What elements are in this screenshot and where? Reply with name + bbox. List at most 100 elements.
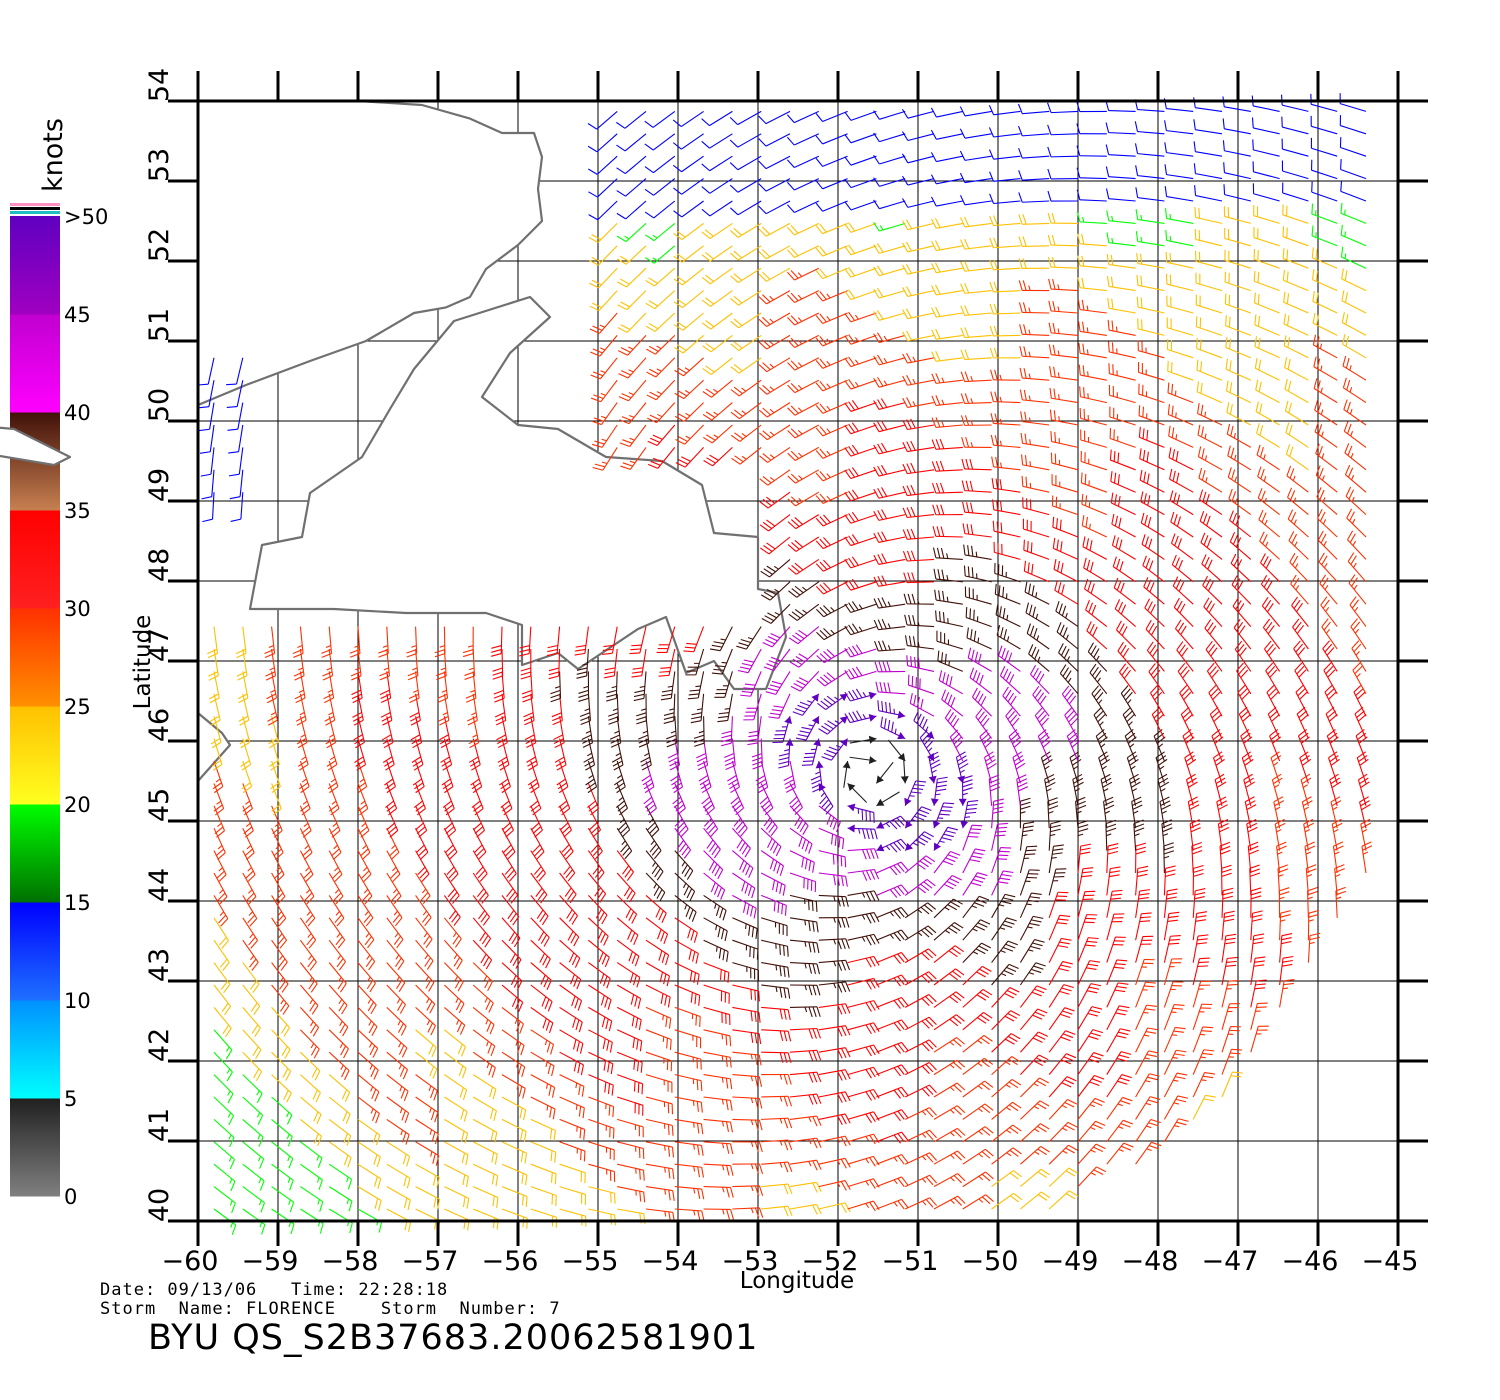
- wind-barb: [1029, 664, 1050, 695]
- wind-barb: [844, 444, 877, 457]
- wind-barb: [730, 424, 762, 442]
- wind-barb: [1112, 556, 1136, 583]
- wind-barb: [409, 693, 421, 726]
- wind-barb: [962, 965, 992, 986]
- wind-barb: [1079, 386, 1107, 404]
- wind-barb: [1325, 706, 1338, 739]
- wind-barb: [1083, 557, 1108, 583]
- wind-barb: [730, 245, 762, 261]
- axis-labels: −60 −59 −58 −57 −56 −55 −54 −53 −52 −51 −50 −49 −48−…: [130, 68, 1418, 1294]
- wind-barb: [818, 1135, 851, 1147]
- wind-barb: [1264, 640, 1281, 672]
- wind-barb: [962, 942, 992, 963]
- wind-barb: [501, 939, 522, 969]
- wind-barb: [588, 1118, 615, 1139]
- wind-barb: [1225, 358, 1252, 381]
- wind-barb: [1311, 181, 1338, 202]
- wind-barb: [1187, 796, 1200, 829]
- colorbar-tick-label: 45: [64, 303, 91, 327]
- wind-barb: [816, 648, 848, 664]
- wind-barb: [645, 1096, 674, 1115]
- wind-barb: [759, 469, 791, 486]
- wind-barb: [844, 623, 877, 636]
- wind-barb: [415, 1118, 439, 1145]
- wind-barb: [444, 1051, 467, 1079]
- wind-barb: [730, 783, 745, 816]
- wind-barb: [1281, 138, 1309, 157]
- wind-barb: [616, 917, 639, 946]
- wind-barb: [727, 760, 740, 794]
- wind-barb: [1224, 293, 1251, 314]
- wind-barb: [904, 806, 932, 829]
- wind-barb: [844, 556, 877, 569]
- wind-barb: [674, 1006, 701, 1027]
- wind-barb: [847, 803, 875, 823]
- colorbar-tick-label: 0: [64, 1185, 77, 1209]
- wind-barb: [761, 1205, 793, 1217]
- wind-barb: [1110, 492, 1136, 516]
- wind-barb: [1023, 539, 1050, 560]
- wind-barb: [1197, 424, 1223, 448]
- wind-barb: [602, 626, 618, 655]
- wind-barb: [760, 805, 778, 837]
- wind-barb: [1189, 819, 1201, 851]
- wind-barb: [645, 1141, 675, 1158]
- wind-barb: [933, 968, 965, 986]
- wind-barb: [1208, 684, 1223, 717]
- wind-barb: [293, 648, 305, 681]
- wind-barb: [527, 760, 540, 794]
- wind-barb: [1020, 1191, 1051, 1210]
- wind-barb: [875, 761, 894, 784]
- wind-barb: [902, 352, 935, 364]
- wind-barb: [1106, 1142, 1134, 1165]
- wind-barb: [242, 962, 260, 993]
- wind-barb: [873, 618, 906, 631]
- wind-barb: [1229, 532, 1252, 560]
- wind-barb: [932, 526, 963, 538]
- wind-barb: [1048, 844, 1064, 874]
- wind-barb: [817, 693, 848, 711]
- wind-barb: [1095, 729, 1108, 762]
- wind-barb: [494, 693, 507, 726]
- wind-barb: [299, 872, 315, 905]
- wind-barb: [933, 1127, 966, 1143]
- wind-barb: [1056, 622, 1079, 650]
- wind-barb: [299, 962, 318, 993]
- storm-name-text: Storm Name: FLORENCE Storm Number: 7: [100, 1299, 561, 1319]
- wind-barb: [559, 872, 577, 904]
- wind-barb: [1184, 751, 1197, 784]
- wind-barb: [226, 357, 244, 386]
- wind-barb: [1171, 554, 1194, 583]
- wind-barb: [1049, 387, 1079, 404]
- wind-barb: [271, 1163, 294, 1191]
- wind-barb: [815, 424, 848, 437]
- wind-barb: [408, 671, 420, 703]
- wind-barb: [1221, 864, 1232, 896]
- wind-barb: [1265, 662, 1281, 695]
- wind-barb: [645, 962, 670, 987]
- wind-barb: [1340, 159, 1367, 180]
- wind-barb: [1250, 1002, 1268, 1030]
- wind-barb: [1282, 182, 1309, 202]
- wind-barb: [1249, 864, 1261, 896]
- wind-barb: [647, 447, 676, 469]
- wind-barb: [815, 267, 848, 280]
- wind-barb: [765, 671, 791, 695]
- wind-barb: [904, 1016, 937, 1031]
- wind-barb: [876, 906, 909, 919]
- wind-barb: [795, 715, 820, 741]
- wind-barb: [989, 193, 1021, 205]
- wind-barb: [847, 933, 880, 946]
- wind-barb: [1170, 533, 1194, 560]
- wind-barb: [472, 827, 487, 860]
- wind-barb: [1255, 379, 1280, 404]
- wind-barb: [1165, 273, 1194, 292]
- wind-barb: [1135, 889, 1151, 918]
- wind-barb: [931, 438, 963, 450]
- wind-barb: [1044, 774, 1056, 806]
- wind-barb: [703, 939, 729, 962]
- wind-barb: [902, 330, 935, 342]
- wind-barb: [1342, 355, 1367, 381]
- wind-barb: [818, 1202, 851, 1213]
- wind-barb: [1192, 957, 1210, 986]
